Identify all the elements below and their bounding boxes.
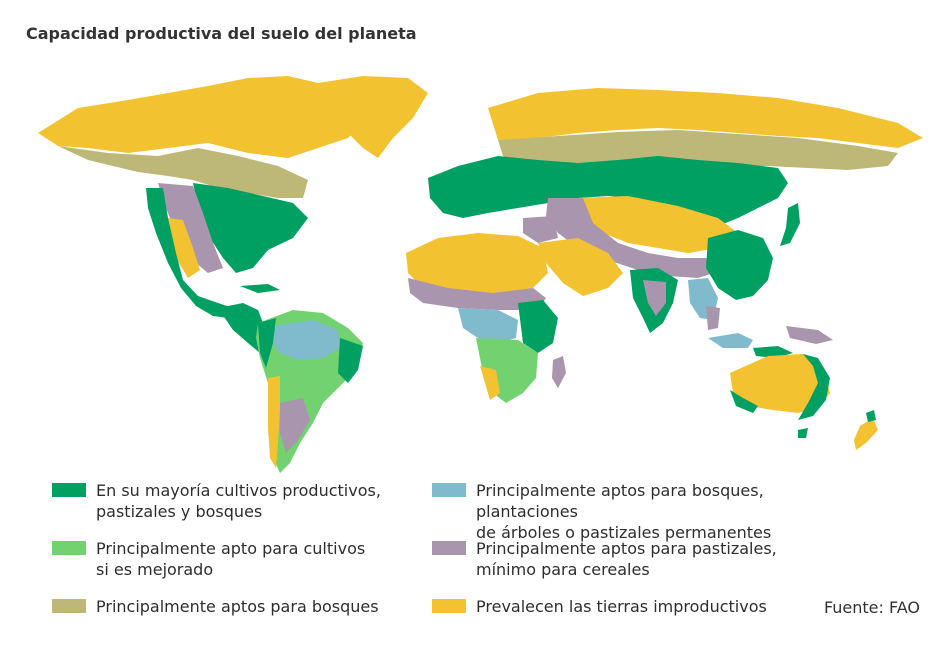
map-title: Capacidad productiva del suelo del plane… bbox=[26, 24, 417, 43]
legend-swatch-pasture bbox=[432, 541, 466, 555]
legend-item-productive: En su mayoría cultivos productivos, past… bbox=[52, 480, 381, 522]
new-zealand bbox=[854, 418, 878, 450]
siberia-forest bbox=[498, 130, 898, 170]
madagascar bbox=[552, 356, 566, 388]
sahel-pasture bbox=[408, 278, 546, 310]
legend-label-productive: En su mayoría cultivos productivos, past… bbox=[96, 481, 381, 521]
new-zealand-productive bbox=[866, 410, 876, 422]
europe-productive bbox=[428, 156, 788, 226]
sa-amazon-forest bbox=[270, 320, 340, 360]
legend-item-pasture: Principalmente aptos para pastizales, mí… bbox=[432, 538, 777, 580]
legend-swatch-productive bbox=[52, 483, 86, 497]
middle-east-pasture bbox=[523, 216, 558, 243]
legend-label-forest-permanent: Principalmente aptos para bosques, plant… bbox=[476, 481, 772, 542]
legend-swatch-unproductive bbox=[432, 599, 466, 613]
china-productive bbox=[706, 230, 773, 300]
middle-east-unproductive bbox=[538, 238, 623, 296]
na-forest bbox=[58, 146, 308, 198]
sa-east-productive bbox=[338, 338, 363, 383]
se-asia-pasture bbox=[706, 306, 720, 330]
new-guinea bbox=[786, 326, 833, 344]
australia-productive-sw bbox=[730, 390, 758, 413]
legend-item-forest-permanent: Principalmente aptos para bosques, plant… bbox=[432, 480, 812, 543]
legend-label-pasture: Principalmente aptos para pastizales, mí… bbox=[476, 539, 777, 579]
na-arctic-unproductive bbox=[38, 76, 368, 158]
sa-andes-unproductive bbox=[268, 376, 280, 468]
africa bbox=[406, 233, 566, 403]
indonesia-productive bbox=[753, 346, 793, 358]
world-map bbox=[38, 76, 923, 473]
legend-item-unproductive: Prevalecen las tierras improductivos bbox=[432, 596, 767, 617]
legend: En su mayoría cultivos productivos, past… bbox=[52, 480, 812, 630]
na-pasture-west bbox=[158, 183, 223, 273]
central-africa-forest bbox=[458, 308, 518, 343]
sahara-unproductive bbox=[406, 233, 548, 293]
australia-productive-east bbox=[798, 354, 830, 420]
australia-unproductive bbox=[730, 354, 830, 413]
tasmania bbox=[798, 428, 808, 438]
japan bbox=[780, 203, 800, 246]
indonesia bbox=[708, 333, 753, 348]
legend-item-improvable: Principalmente apto para cultivos si es … bbox=[52, 538, 365, 580]
na-central-america bbox=[218, 303, 268, 353]
eurasia bbox=[428, 88, 923, 358]
sa-pasture-south bbox=[280, 398, 310, 453]
legend-label-improvable: Principalmente apto para cultivos si es … bbox=[96, 539, 366, 579]
east-africa-productive bbox=[518, 300, 558, 353]
eurasia-arctic-unproductive bbox=[488, 88, 923, 148]
south-america bbox=[256, 310, 363, 473]
na-productive-east bbox=[193, 183, 308, 273]
legend-swatch-improvable bbox=[52, 541, 86, 555]
na-unproductive-west bbox=[168, 218, 200, 278]
legend-item-forest: Principalmente aptos para bosques bbox=[52, 596, 379, 617]
legend-label-forest: Principalmente aptos para bosques bbox=[96, 597, 379, 616]
north-america bbox=[38, 76, 368, 353]
sa-coast-productive bbox=[258, 318, 276, 368]
legend-label-unproductive: Prevalecen las tierras improductivos bbox=[476, 597, 767, 616]
australia bbox=[730, 354, 878, 450]
greenland bbox=[318, 76, 428, 158]
source-credit: Fuente: FAO bbox=[823, 598, 920, 617]
legend-swatch-forest bbox=[52, 599, 86, 613]
central-asia-pasture bbox=[546, 198, 723, 278]
southern-africa-unproductive bbox=[480, 366, 500, 400]
legend-swatch-forest-permanent bbox=[432, 483, 466, 497]
na-productive-west bbox=[146, 188, 233, 318]
central-asia-unproductive bbox=[578, 196, 738, 253]
india-pasture bbox=[643, 280, 666, 316]
caribbean bbox=[240, 284, 280, 293]
